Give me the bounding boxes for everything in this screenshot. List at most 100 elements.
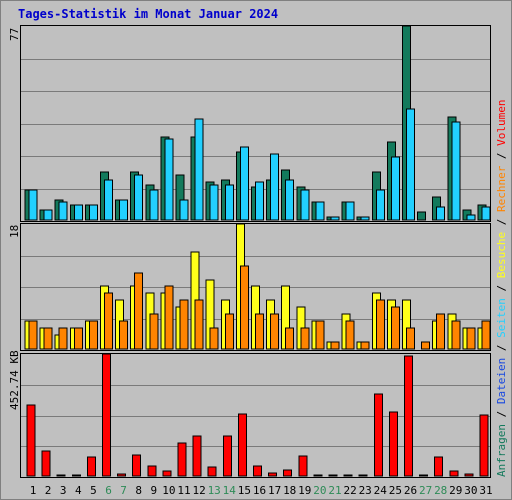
side-legend-dateien: Dateien	[495, 358, 508, 404]
panel-volume-volumen-bar-day-6	[102, 353, 111, 477]
x-label-day-28: 28	[434, 484, 447, 497]
panel-volume-volumen-bar-day-18	[283, 469, 293, 477]
panel-requests-seiten-bar-day-25	[390, 156, 400, 221]
panel-visits-ymax: 18	[8, 225, 21, 238]
panel-visits-rechner-bar-day-12	[194, 299, 204, 350]
x-label-day-25: 25	[389, 484, 402, 497]
x-label-day-20: 20	[313, 484, 326, 497]
side-legend-separator: /	[495, 278, 508, 298]
panel-volume-volumen-bar-day-1	[26, 404, 36, 477]
panel-requests-seiten-bar-day-10	[164, 138, 174, 221]
panel-requests-seiten-bar-day-1	[28, 189, 38, 221]
panel-requests-seiten-bar-day-30	[466, 214, 476, 221]
side-legend-separator: /	[495, 338, 508, 358]
panel-visits-rechner-bar-day-20	[315, 320, 325, 350]
x-label-day-12: 12	[192, 484, 205, 497]
panel-volume-volumen-bar-day-10	[162, 470, 172, 477]
panel-visits-rechner-bar-day-22	[345, 320, 355, 350]
side-legend-anfragen: Anfragen	[495, 424, 508, 477]
panel-visits-rechner-bar-day-2	[43, 327, 53, 350]
x-label-day-18: 18	[283, 484, 296, 497]
x-label-day-7: 7	[120, 484, 127, 497]
panel-visits-rechner-bar-day-19	[300, 327, 310, 350]
x-label-day-2: 2	[45, 484, 52, 497]
panel-volume-volumen-bar-day-12	[192, 435, 202, 477]
x-label-day-23: 23	[359, 484, 372, 497]
panel-visits-rechner-bar-day-18	[285, 327, 295, 350]
panel-volume-volumen-bar-day-19	[298, 455, 308, 477]
panel-visits-rechner-bar-day-25	[390, 306, 400, 350]
chart-title: Tages-Statistik im Monat Januar 2024	[18, 7, 278, 21]
panel-volume-bars	[26, 353, 489, 477]
panel-requests-seiten-bar-day-6	[104, 179, 113, 221]
panel-volume-volumen-bar-day-29	[449, 470, 459, 477]
panel-visits-rechner-bar-day-11	[179, 299, 189, 350]
panel-volume-volumen-bar-day-13	[207, 466, 217, 477]
side-legend-volumen: Volumen	[495, 99, 508, 145]
panel-visits-rechner-bar-day-15	[239, 265, 249, 350]
panel-visits-rechner-bar-day-29	[451, 320, 461, 350]
panel-visits-rechner-bar-day-16	[255, 313, 264, 350]
panel-requests-ymax: 77	[8, 28, 21, 41]
panel-visits-rechner-bar-day-21	[330, 341, 340, 350]
panel-visits-rechner-bar-day-13	[209, 327, 219, 350]
x-label-day-5: 5	[90, 484, 97, 497]
x-label-day-29: 29	[449, 484, 462, 497]
panel-requests-seiten-bar-day-7	[119, 199, 129, 221]
x-label-day-27: 27	[419, 484, 432, 497]
panel-requests-seiten-bar-day-19	[300, 189, 310, 221]
panel-requests-seiten-bar-day-23	[360, 216, 370, 221]
x-label-day-15: 15	[238, 484, 251, 497]
panel-volume-volumen-bar-day-24	[373, 393, 383, 477]
panel-visits-rechner-bar-day-27	[421, 341, 431, 350]
panel-requests-seiten-bar-day-20	[315, 201, 325, 221]
panel-volume-volumen-bar-day-16	[253, 465, 262, 477]
panel-requests-seiten-bar-day-18	[285, 179, 295, 221]
panel-volume-volumen-bar-day-11	[177, 442, 187, 477]
panel-requests-seiten-bar-day-13	[209, 184, 219, 221]
panel-requests-seiten-bar-day-5	[88, 204, 98, 221]
x-label-day-16: 16	[253, 484, 266, 497]
panel-requests-seiten-bar-day-22	[345, 201, 355, 221]
panel-volume-volumen-bar-day-5	[86, 456, 96, 477]
panel-requests-seiten-bar-day-21	[330, 216, 340, 221]
side-legend-separator: /	[495, 146, 508, 166]
panel-visits-rechner-bar-day-6	[104, 292, 113, 350]
panel-visits-rechner-bar-day-5	[88, 320, 98, 350]
panel-requests-seiten-bar-day-3	[58, 201, 68, 221]
x-label-day-4: 4	[75, 484, 82, 497]
panel-visits-rechner-bar-day-30	[466, 327, 476, 350]
panel-volume: 452.74 KB	[8, 350, 491, 478]
x-label-day-17: 17	[268, 484, 281, 497]
x-label-day-21: 21	[328, 484, 341, 497]
panel-volume-volumen-bar-day-26	[404, 355, 413, 477]
x-label-day-9: 9	[150, 484, 157, 497]
panel-requests-seiten-bar-day-26	[406, 108, 415, 221]
panel-volume-volumen-bar-day-31	[479, 414, 489, 477]
panel-volume-volumen-bar-day-2	[41, 450, 51, 477]
panel-volume-volumen-bar-day-30	[464, 473, 474, 477]
x-label-day-8: 8	[135, 484, 142, 497]
panel-volume-ymax: 452.74 KB	[8, 350, 21, 410]
panel-visits-rechner-bar-day-28	[436, 313, 446, 350]
panel-requests-seiten-bar-day-9	[149, 189, 159, 221]
panel-requests-bars	[24, 25, 491, 221]
panel-requests-seiten-bar-day-29	[451, 121, 461, 221]
side-legend-seiten: Seiten	[495, 298, 508, 338]
x-label-day-13: 13	[208, 484, 221, 497]
panel-visits-rechner-bar-day-4	[73, 327, 83, 350]
side-legend-separator: /	[495, 212, 508, 232]
panel-requests-seiten-bar-day-15	[239, 146, 249, 221]
side-legend-rechner: Rechner	[495, 165, 508, 212]
x-label-day-31: 31	[479, 484, 492, 497]
x-label-day-30: 30	[464, 484, 477, 497]
panel-volume-volumen-bar-day-9	[147, 465, 157, 477]
side-legend: Anfragen / Dateien / Seiten / Besuche / …	[495, 99, 508, 477]
panel-visits-rechner-bar-day-8	[134, 272, 144, 350]
panel-volume-volumen-bar-day-23	[358, 474, 368, 477]
panel-visits-rechner-bar-day-31	[481, 320, 491, 350]
panel-volume-volumen-bar-day-3	[56, 474, 66, 477]
x-axis-day-labels: 1 2 3 4 5 6 7 8 9 10 11 12 13 14 15 16 17 18 19 20 21 22 23 24 2…	[30, 484, 493, 497]
panel-requests-seiten-bar-day-12	[194, 118, 204, 221]
panel-visits-rechner-bar-day-9	[149, 313, 159, 350]
